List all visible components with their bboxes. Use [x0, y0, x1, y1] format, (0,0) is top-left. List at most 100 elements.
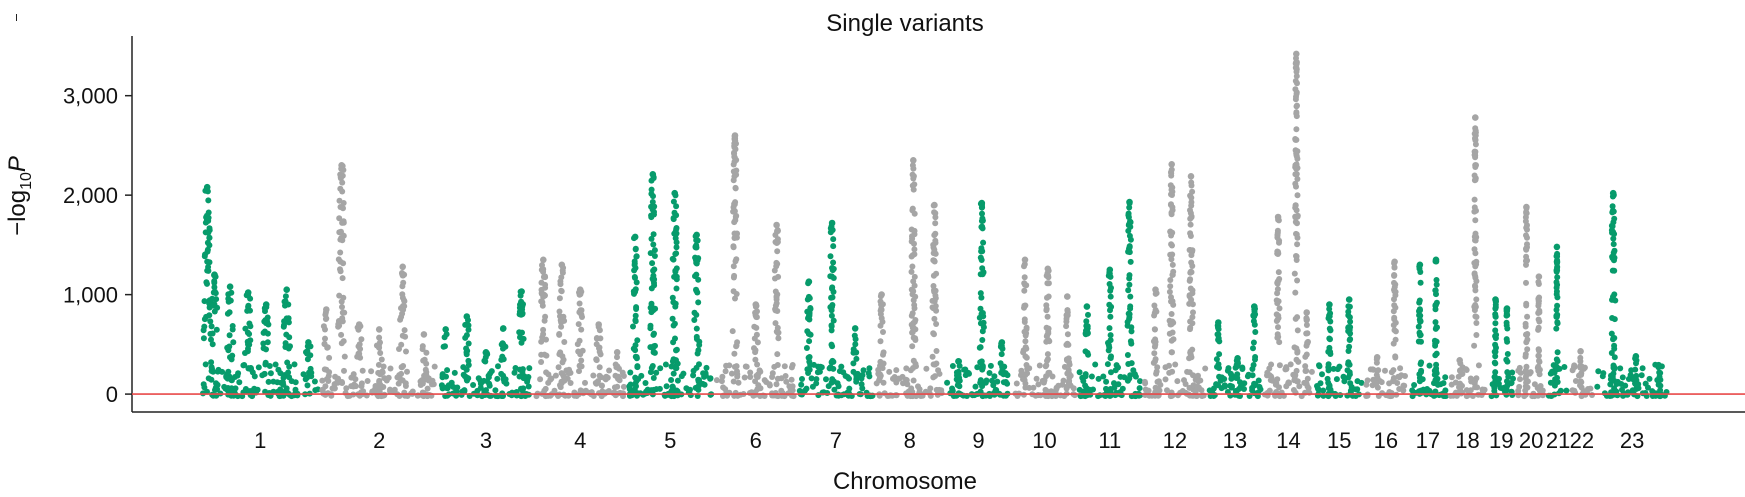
variant-point: [397, 316, 404, 323]
variant-point: [1186, 247, 1193, 253]
variant-point: [1186, 355, 1193, 362]
variant-point: [1234, 374, 1241, 381]
variant-point: [1045, 325, 1052, 332]
variant-point: [1416, 316, 1423, 323]
variant-point: [1127, 258, 1134, 265]
peak-point: [828, 219, 836, 227]
variant-point: [977, 305, 984, 312]
variant-point: [755, 382, 762, 389]
variant-point: [1527, 369, 1534, 376]
variant-point: [465, 326, 472, 333]
variant-point: [400, 272, 407, 279]
variant-point: [543, 369, 550, 376]
variant-point: [1136, 385, 1143, 392]
variant-point: [1170, 301, 1177, 308]
variant-point: [931, 361, 938, 368]
variant-point: [911, 305, 918, 312]
variant-point: [1294, 80, 1300, 87]
variant-point: [859, 372, 866, 379]
variant-point: [1274, 300, 1281, 307]
variant-point: [678, 373, 685, 380]
variant-point: [974, 364, 981, 371]
variant-point: [1611, 385, 1618, 392]
variant-point: [462, 334, 469, 341]
variant-point: [632, 353, 639, 360]
variant-point: [1390, 376, 1397, 383]
chromosome-10-points: [1012, 256, 1078, 400]
variant-point: [537, 376, 544, 383]
variant-point: [1434, 380, 1441, 387]
variant-point: [337, 171, 344, 178]
variant-point: [321, 366, 328, 373]
variant-point: [226, 332, 233, 339]
variant-point: [796, 387, 803, 394]
variant-point: [1188, 194, 1195, 201]
variant-point: [1473, 278, 1480, 285]
variant-point: [1105, 339, 1111, 346]
variant-point: [772, 320, 779, 327]
variant-point: [502, 376, 509, 383]
variant-point: [1472, 136, 1479, 143]
variant-point: [1553, 279, 1560, 286]
variant-point: [1326, 344, 1333, 351]
variant-point: [372, 383, 379, 389]
peak-point: [1044, 265, 1052, 273]
variant-point: [451, 369, 458, 376]
variant-point: [976, 344, 983, 351]
variant-point: [1426, 362, 1433, 369]
peak-point: [558, 261, 566, 269]
variant-point: [693, 271, 700, 278]
variant-point: [630, 323, 636, 330]
variant-point: [828, 327, 835, 334]
variant-point: [1275, 269, 1282, 276]
variant-point: [1467, 387, 1474, 394]
variant-point: [1152, 356, 1159, 363]
variant-point: [567, 380, 574, 386]
variant-point: [634, 337, 641, 344]
variant-point: [1524, 336, 1531, 343]
variant-point: [1044, 357, 1050, 364]
chart-title: Single variants: [826, 10, 983, 37]
variant-point: [638, 372, 645, 379]
variant-point: [488, 368, 495, 375]
variant-point: [272, 361, 279, 368]
variant-point: [805, 370, 812, 376]
variant-point: [806, 312, 813, 319]
variant-point: [774, 248, 781, 255]
chromosome-6-points: [713, 132, 797, 400]
variant-point: [244, 338, 251, 345]
peak-point: [420, 331, 428, 338]
variant-point: [815, 392, 822, 399]
variant-point: [977, 359, 984, 366]
variant-point: [1303, 316, 1310, 323]
variant-point: [1202, 365, 1209, 372]
variant-point: [1292, 136, 1299, 142]
variant-point: [931, 246, 938, 253]
variant-point: [575, 321, 582, 328]
variant-point: [674, 377, 681, 384]
variant-point: [1561, 364, 1568, 370]
variant-point: [551, 387, 558, 394]
variant-point: [1104, 361, 1111, 368]
variant-point: [789, 362, 796, 368]
variant-point: [431, 363, 438, 370]
variant-point: [1553, 253, 1560, 260]
variant-point: [1463, 367, 1470, 373]
variant-point: [614, 363, 621, 370]
variant-point: [1594, 383, 1601, 390]
variant-point: [338, 331, 345, 338]
variant-point: [1432, 306, 1439, 313]
variant-point: [1610, 335, 1617, 342]
variant-point: [979, 271, 986, 278]
variant-point: [999, 345, 1006, 352]
variant-point: [1472, 273, 1479, 280]
variant-point: [1292, 86, 1299, 93]
variant-point: [752, 347, 759, 354]
peak-point: [1187, 173, 1195, 180]
variant-point: [399, 283, 406, 290]
variant-point: [1523, 331, 1529, 338]
variant-point: [931, 331, 937, 338]
variant-point: [1523, 246, 1530, 253]
variant-point: [242, 325, 249, 332]
variant-point: [909, 324, 916, 331]
